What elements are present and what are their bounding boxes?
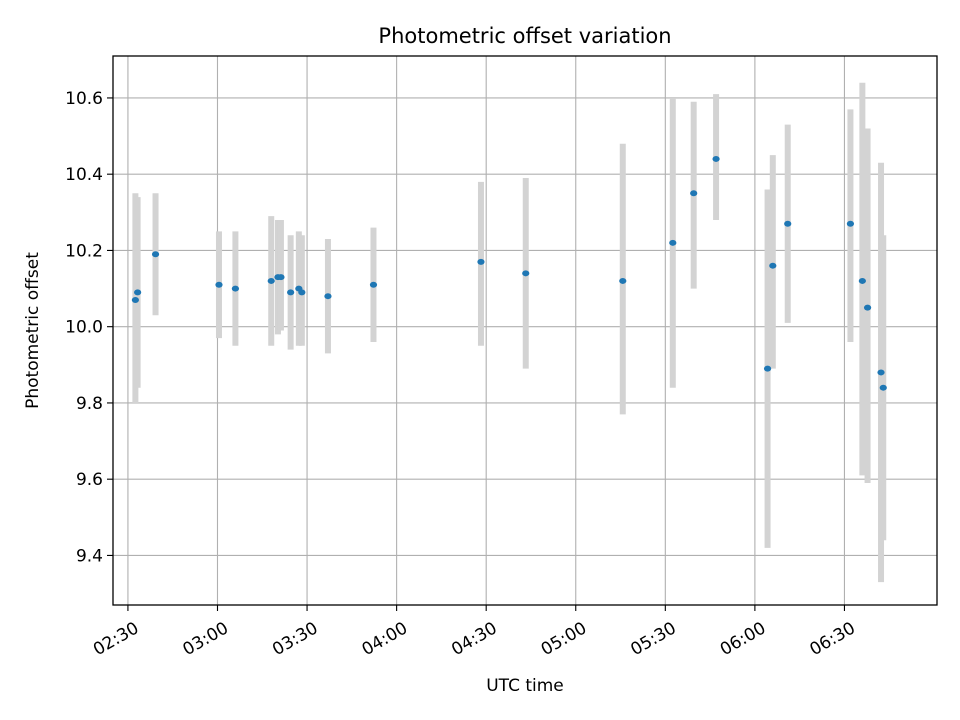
data-point	[763, 365, 772, 372]
data-point	[277, 274, 285, 281]
y-tick-label: 10.4	[65, 165, 103, 185]
data-point	[690, 190, 698, 197]
x-tick-label: 03:30	[269, 618, 321, 660]
y-tick-label: 10.0	[65, 318, 103, 338]
data-point	[522, 270, 530, 277]
data-point	[769, 262, 777, 269]
y-tick-label: 10.6	[65, 89, 103, 109]
x-tick-label: 04:00	[359, 618, 411, 660]
x-tick-label: 05:00	[538, 618, 590, 660]
x-tick-label: 02:30	[90, 618, 142, 660]
y-tick-label: 10.2	[65, 241, 103, 261]
chart-title: Photometric offset variation	[378, 24, 671, 48]
data-point	[669, 239, 677, 246]
data-point	[134, 289, 142, 296]
data-point	[846, 220, 855, 227]
x-tick-label: 03:00	[180, 618, 232, 660]
y-tick-label: 9.6	[76, 470, 103, 490]
y-tick-label: 9.4	[76, 546, 103, 566]
data-point	[231, 285, 240, 292]
x-tick-label: 05:30	[627, 618, 679, 660]
x-tick-label: 04:30	[448, 618, 500, 660]
data-point	[151, 251, 160, 258]
data-point	[369, 281, 378, 288]
data-point	[879, 384, 887, 391]
data-point	[619, 277, 627, 284]
data-point	[131, 297, 139, 303]
data-point	[858, 277, 866, 284]
data-point	[215, 281, 223, 288]
data-point	[287, 289, 295, 296]
y-axis-label: Photometric offset	[23, 252, 43, 409]
data-point	[784, 220, 792, 227]
x-tick-label: 06:30	[806, 618, 858, 660]
data-point	[712, 155, 720, 162]
data-point	[877, 369, 885, 376]
data-point	[477, 258, 485, 265]
data-point	[298, 289, 306, 296]
y-tick-label: 9.8	[76, 394, 103, 414]
data-point	[324, 293, 332, 300]
data-points	[131, 155, 887, 391]
error-bars	[132, 82, 887, 583]
x-axis-label: UTC time	[486, 676, 564, 696]
data-point	[863, 304, 872, 311]
x-tick-label: 06:00	[717, 618, 769, 660]
plot-frame	[112, 55, 938, 606]
data-point	[267, 277, 275, 284]
